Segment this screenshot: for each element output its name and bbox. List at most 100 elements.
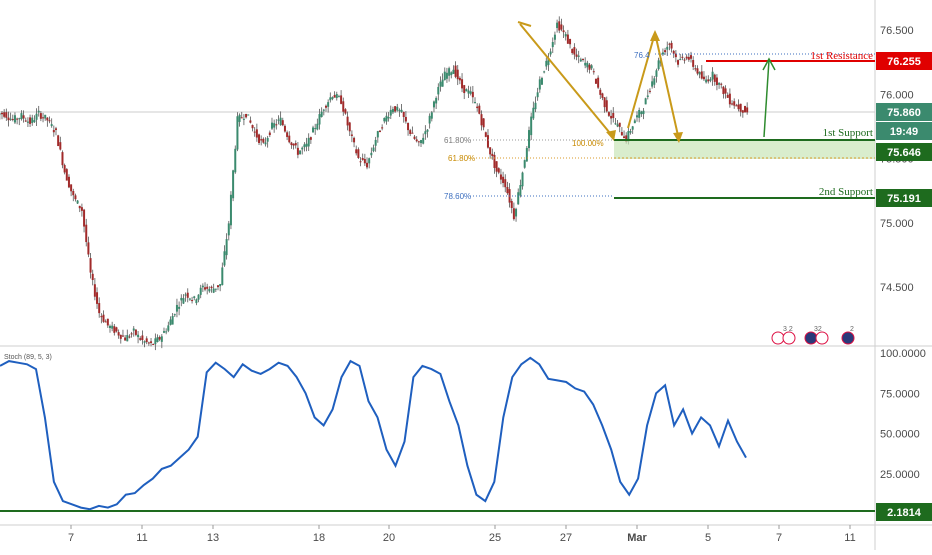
candle-body bbox=[728, 93, 731, 105]
price-badge-bg bbox=[876, 143, 932, 161]
candle-body bbox=[333, 95, 336, 98]
candle-body bbox=[147, 342, 150, 344]
candle-body bbox=[359, 161, 362, 163]
candle-body bbox=[731, 103, 734, 105]
candle-body bbox=[471, 91, 474, 98]
candle-body bbox=[404, 116, 407, 122]
candle-body bbox=[607, 112, 610, 116]
candle-body bbox=[111, 325, 114, 329]
candle-body bbox=[316, 123, 319, 130]
candle-body bbox=[560, 24, 563, 30]
time-tick-label: Mar bbox=[627, 532, 647, 544]
candle-body bbox=[294, 143, 297, 146]
candle-body bbox=[210, 286, 213, 289]
candle-body bbox=[18, 118, 21, 120]
event-icons[interactable]: 3 2 32 2 bbox=[771, 326, 855, 345]
candle-body bbox=[154, 338, 157, 345]
candle-body bbox=[150, 341, 153, 343]
candle-body bbox=[329, 97, 332, 101]
candle-body bbox=[493, 154, 496, 168]
candle-body bbox=[737, 104, 740, 110]
candle-body bbox=[221, 267, 224, 285]
candle-body bbox=[532, 107, 535, 119]
candle-body bbox=[307, 137, 310, 147]
candle-body bbox=[324, 105, 327, 108]
candle-body bbox=[536, 92, 539, 98]
candle-body bbox=[137, 334, 140, 338]
candle-body bbox=[143, 341, 146, 343]
candle-body bbox=[582, 58, 585, 60]
candle-body bbox=[119, 334, 122, 339]
candle-body bbox=[91, 273, 94, 281]
candle-body bbox=[20, 113, 23, 120]
fib-label: 76.4 bbox=[634, 51, 650, 60]
harmonic-pattern bbox=[517, 21, 680, 141]
candle-body bbox=[534, 102, 537, 110]
candle-body bbox=[385, 115, 388, 122]
candle-body bbox=[247, 114, 250, 116]
stoch-tick-label: 100.0000 bbox=[880, 348, 926, 360]
candle-body bbox=[510, 201, 513, 209]
candle-body bbox=[713, 74, 716, 82]
candle-body bbox=[366, 162, 369, 168]
candle-body bbox=[121, 335, 124, 337]
candle-body bbox=[696, 68, 699, 74]
candle-body bbox=[124, 337, 127, 341]
price-badge-bg bbox=[876, 122, 932, 140]
candle-body bbox=[346, 116, 349, 126]
candle-body bbox=[130, 333, 133, 335]
annotation-overlays bbox=[470, 21, 875, 199]
candle-body bbox=[735, 105, 738, 107]
candle-body bbox=[439, 81, 442, 87]
stoch-tick-label: 50.0000 bbox=[880, 429, 920, 441]
candle-body bbox=[674, 53, 677, 58]
candle-body bbox=[692, 60, 695, 67]
candle-body bbox=[407, 122, 410, 131]
candle-body bbox=[383, 117, 386, 122]
candle-body bbox=[679, 58, 682, 60]
stoch-tick-label: 25.0000 bbox=[880, 469, 920, 481]
candle-body bbox=[592, 71, 595, 73]
candle-body bbox=[48, 120, 51, 122]
candle-body bbox=[448, 68, 451, 76]
candle-body bbox=[443, 71, 446, 81]
candle-body bbox=[644, 98, 647, 105]
candle-body bbox=[5, 112, 8, 118]
candlestick-series bbox=[0, 16, 749, 351]
price-badge-label: 19:49 bbox=[890, 126, 918, 138]
candle-body bbox=[718, 82, 721, 85]
candle-body bbox=[59, 142, 62, 150]
candle-body bbox=[646, 95, 649, 97]
candle-body bbox=[160, 336, 163, 342]
candle-body bbox=[504, 179, 507, 188]
projection-arrow-head bbox=[762, 57, 776, 71]
candle-body bbox=[715, 77, 718, 85]
candle-body bbox=[378, 130, 381, 133]
candle-body bbox=[204, 287, 207, 290]
candle-body bbox=[327, 102, 330, 107]
candle-body bbox=[31, 117, 34, 123]
event-icon-label-3: 2 bbox=[850, 326, 854, 333]
candle-body bbox=[420, 140, 423, 144]
candle-body bbox=[128, 336, 131, 338]
candle-body bbox=[372, 147, 375, 152]
candle-body bbox=[67, 176, 70, 188]
time-tick-label: 5 bbox=[705, 532, 711, 544]
candle-body bbox=[733, 101, 736, 106]
time-tick-label: 11 bbox=[844, 532, 855, 544]
candle-body bbox=[547, 58, 550, 65]
price-badge-bg bbox=[876, 52, 932, 70]
candle-body bbox=[13, 115, 16, 123]
time-tick-label: 7 bbox=[68, 532, 74, 544]
candle-body bbox=[489, 147, 492, 155]
candle-body bbox=[134, 329, 137, 335]
candle-body bbox=[182, 298, 185, 304]
candle-body bbox=[242, 118, 245, 120]
price-badge-label: 75.860 bbox=[887, 107, 921, 119]
candle-body bbox=[538, 79, 541, 90]
fib-label: 100.00% bbox=[572, 139, 604, 148]
candle-body bbox=[335, 94, 338, 98]
candle-body bbox=[342, 101, 345, 112]
